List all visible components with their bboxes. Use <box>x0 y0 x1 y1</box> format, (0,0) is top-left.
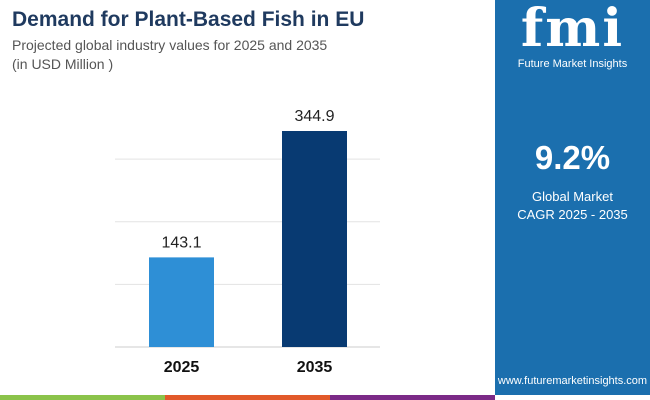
bar-2035 <box>282 131 347 347</box>
data-label: 143.1 <box>161 234 201 251</box>
cagr-value: 9.2% <box>534 139 611 176</box>
bar-chart: 143.1 2025 344.9 2035 <box>115 108 380 376</box>
stripe-green <box>0 395 165 400</box>
side-panel: fmi Future Market Insights 9.2% Global M… <box>495 0 650 395</box>
data-label: 344.9 <box>294 108 334 125</box>
website-link[interactable]: www.futuremarketinsights.com <box>497 375 648 387</box>
stripe-purple <box>330 395 495 400</box>
x-tick-label: 2035 <box>297 359 333 376</box>
chart-title: Demand for Plant-Based Fish in EU <box>12 8 365 31</box>
x-tick-label: 2025 <box>164 359 200 376</box>
logo-caption: Future Market Insights <box>517 58 628 70</box>
color-stripe <box>0 395 495 400</box>
fmi-logo: fmi <box>520 0 625 59</box>
bar-2025 <box>149 257 214 347</box>
chart-unit: (in USD Million ) <box>12 56 114 72</box>
stripe-orange <box>165 395 330 400</box>
cagr-label: Global Market <box>532 189 613 204</box>
chart-subtitle: Projected global industry values for 202… <box>12 37 328 53</box>
cagr-period: CAGR 2025 - 2035 <box>517 207 628 222</box>
